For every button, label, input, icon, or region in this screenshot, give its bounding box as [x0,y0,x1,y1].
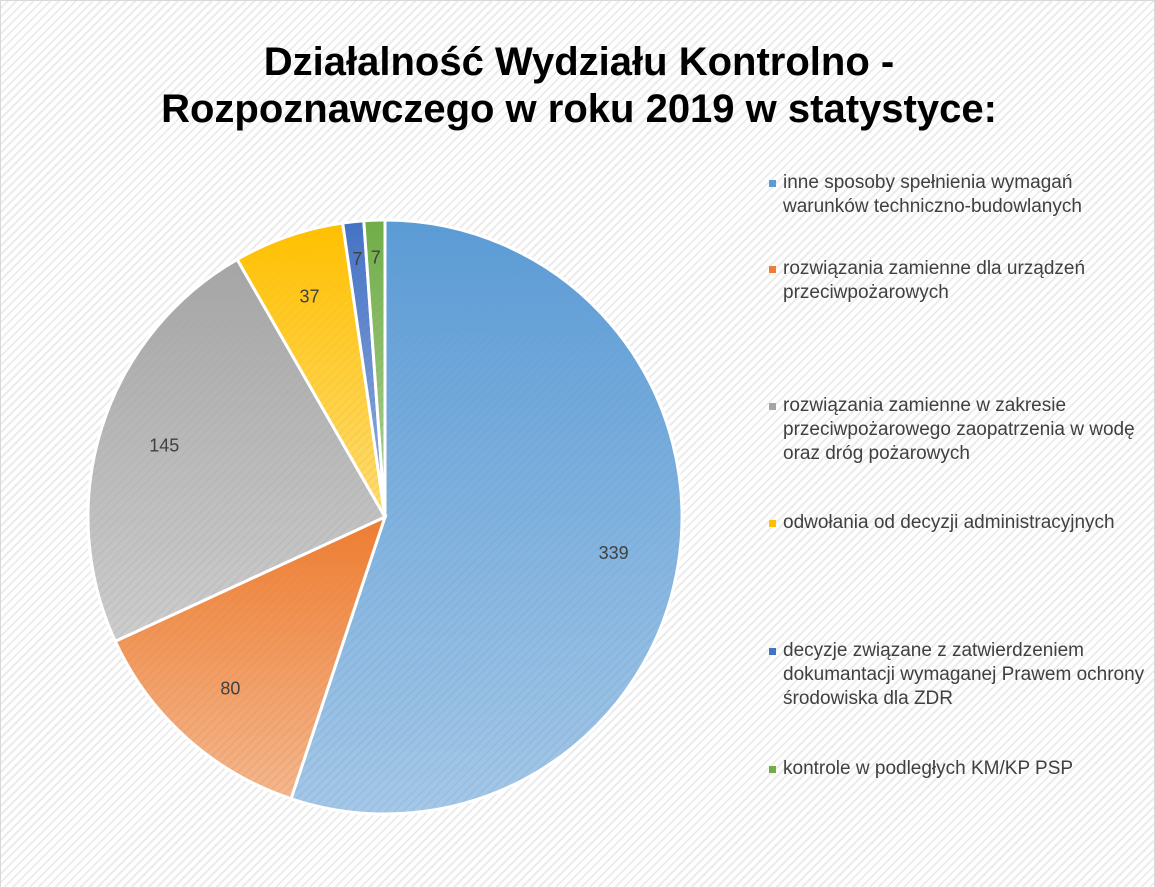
legend-swatch [769,520,776,527]
data-label: 7 [352,249,362,269]
data-label: 339 [599,543,629,563]
data-label: 37 [299,287,319,307]
data-label: 80 [220,678,240,698]
legend-label: kontrole w podległych KM/KP PSP [783,758,1074,779]
legend-label: decyzje związane z zatwierdzeniem dokuma… [783,640,1145,709]
legend-label: rozwiązania zamienne w zakresie przeciwp… [783,395,1135,464]
legend-label: rozwiązania zamienne dla urządzeń przeci… [783,258,1086,303]
legend-swatch [769,403,776,410]
pie-slice [113,514,388,801]
legend-item: rozwiązania zamienne dla urządzeń przeci… [769,257,1154,305]
legend-item: odwołania od decyzji administracyjnych [769,511,1154,535]
chart-title: Działalność Wydziału Kontrolno - Rozpozn… [161,40,997,131]
legend-swatch [769,648,776,655]
data-label: 7 [371,248,381,268]
legend-item: inne sposoby spełnienia wymagań warunków… [769,171,1154,219]
pie-slice [289,218,684,816]
pie-slice [362,218,387,518]
legend-item: decyzje związane z zatwierdzeniem dokuma… [769,639,1154,711]
legend-swatch [769,180,776,187]
pie-slice [86,257,388,644]
legend-swatch [769,766,776,773]
legend-label: inne sposoby spełnienia wymagań warunków… [783,172,1082,217]
data-label: 145 [149,435,179,455]
legend-label: odwołania od decyzji administracyjnych [783,512,1115,533]
legend-item: rozwiązania zamienne w zakresie przeciwp… [769,394,1154,466]
legend-item: kontrole w podległych KM/KP PSP [769,757,1154,781]
legend-swatch [769,266,776,273]
